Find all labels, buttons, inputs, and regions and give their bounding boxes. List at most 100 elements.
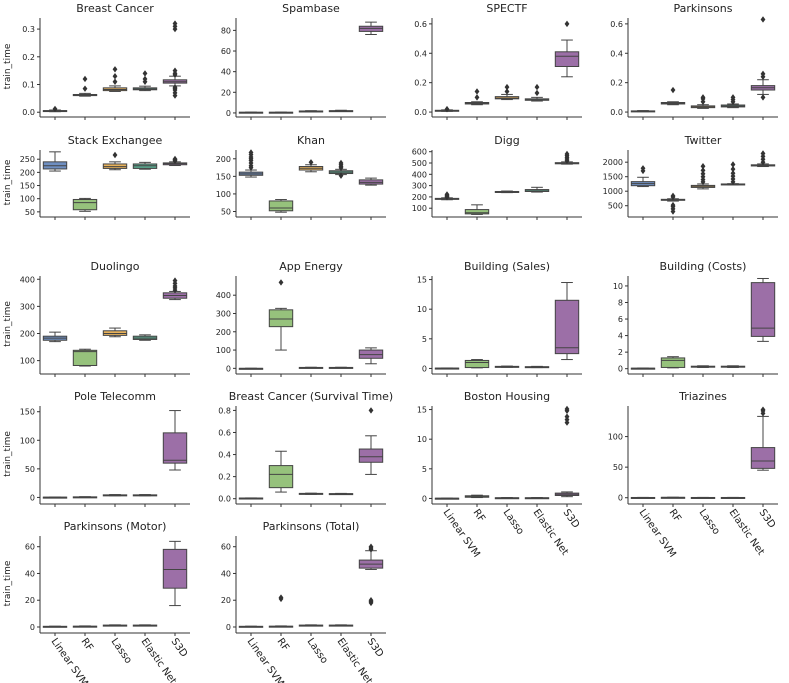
box-rf — [268, 450, 294, 493]
y-tick-label: 0.4 — [610, 49, 623, 58]
box-linear-svm — [238, 367, 264, 370]
box-elastic-net — [328, 366, 354, 369]
y-tick-label: 250 — [20, 155, 35, 164]
box-s3d — [358, 543, 384, 607]
y-tick-label: 200 — [20, 168, 35, 177]
y-tick-label: 100 — [20, 436, 35, 445]
box-elastic-net — [524, 365, 550, 369]
outlier-point — [172, 277, 178, 284]
y-tick-label: 0.3 — [22, 25, 35, 34]
outlier-point — [368, 597, 374, 604]
box-rf — [72, 75, 98, 97]
box-linear-svm — [630, 165, 656, 188]
box-s3d — [554, 282, 580, 361]
outlier-point — [368, 543, 374, 550]
box-rf — [660, 86, 686, 106]
box-linear-svm — [42, 105, 68, 113]
panel-title: Twitter — [684, 134, 722, 147]
y-axis-label: train_time — [3, 159, 13, 205]
box-lasso — [690, 94, 716, 109]
box-s3d — [554, 405, 580, 498]
box-rf — [268, 279, 294, 351]
panel-title: SPECTF — [486, 2, 527, 15]
box-rf — [464, 204, 490, 215]
box-iqr — [554, 299, 580, 355]
outlier-point — [760, 94, 766, 101]
outlier-point — [82, 75, 88, 83]
box-s3d — [750, 150, 776, 168]
y-tick-label: 6 — [618, 315, 623, 324]
outlier-point — [504, 88, 510, 95]
panel-parkinsons: Parkinsons 0.0 0.2 0.4 0.6 — [610, 2, 778, 120]
panel-title: Stack Exchangee — [68, 134, 163, 147]
box-rf — [268, 111, 294, 114]
y-tick-label: 0.2 — [610, 79, 623, 88]
outlier-point — [700, 170, 706, 177]
outlier-point — [730, 165, 736, 173]
y-tick-label: 0.2 — [22, 53, 35, 62]
y-tick-label: 150 — [216, 172, 231, 181]
panel-title: Khan — [297, 134, 325, 147]
outlier-point — [308, 159, 314, 166]
y-tick-label: 0.6 — [218, 428, 231, 437]
box-linear-svm — [630, 496, 656, 499]
box-linear-svm — [42, 625, 68, 628]
outlier-point — [112, 78, 118, 85]
panel-app-energy: App Energy 0 100 200 300 400 — [216, 260, 386, 377]
y-tick-label: 5 — [422, 335, 427, 344]
y-axis-label: train_time — [3, 431, 13, 477]
box-lasso — [494, 190, 520, 194]
panel-breast-cancer: Breast Cancer 0.0 0.1 0.2 0.3 train_time — [3, 2, 190, 120]
box-s3d — [162, 410, 188, 471]
y-tick-label: 200 — [216, 155, 231, 164]
outlier-point — [142, 70, 148, 77]
box-s3d — [162, 540, 188, 607]
box-s3d — [554, 150, 580, 165]
outlier-point — [640, 165, 646, 172]
outlier-point — [172, 84, 178, 91]
box-iqr — [464, 209, 490, 215]
box-rf — [72, 496, 98, 499]
outlier-point — [700, 94, 706, 101]
box-s3d — [554, 20, 580, 78]
outlier-point — [700, 163, 706, 170]
box-linear-svm — [42, 496, 68, 499]
outlier-point — [564, 413, 570, 420]
outlier-point — [760, 150, 766, 157]
box-linear-svm — [238, 111, 264, 114]
outlier-point — [564, 20, 570, 28]
y-tick-label: 100 — [20, 195, 35, 204]
box-elastic-net — [328, 624, 354, 627]
outlier-point — [142, 75, 148, 83]
box-iqr — [162, 432, 188, 464]
outlier-point — [474, 94, 480, 101]
y-axis-label: train_time — [3, 301, 13, 347]
box-s3d — [162, 155, 188, 167]
panel-title: Pole Telecomm — [74, 390, 156, 403]
y-axis-label: train_time — [3, 43, 13, 89]
panel-title: Boston Housing — [464, 390, 550, 403]
box-rf — [464, 88, 490, 106]
x-tick-label: RF — [667, 507, 683, 524]
outlier-point — [172, 20, 178, 27]
panel-duolingo: Duolingo 100 200 300 400 train_time — [3, 260, 190, 377]
outlier-point — [172, 67, 178, 74]
panel-spectf: SPECTF 0.0 0.2 0.4 0.6 — [414, 2, 582, 120]
y-tick-label: 400 — [20, 275, 35, 284]
y-tick-label: 1500 — [603, 173, 623, 182]
y-tick-label: 0.8 — [218, 406, 231, 415]
outlier-point — [670, 86, 676, 94]
x-tick-label: S3D — [365, 636, 386, 659]
panel-title: App Energy — [279, 260, 343, 273]
box-rf — [464, 494, 490, 499]
y-tick-label: 150 — [20, 408, 35, 417]
panel-parkinsons-motor: Parkinsons (Motor)0204060train_timeLinea… — [3, 520, 190, 683]
box-elastic-net — [132, 334, 158, 341]
y-tick-label: 2 — [618, 348, 623, 357]
y-tick-label: 300 — [412, 182, 427, 191]
outlier-point — [730, 170, 736, 177]
panel-khan: Khan 50 100 150 200 — [216, 134, 386, 220]
box-s3d — [162, 277, 188, 301]
outlier-point — [52, 105, 58, 113]
